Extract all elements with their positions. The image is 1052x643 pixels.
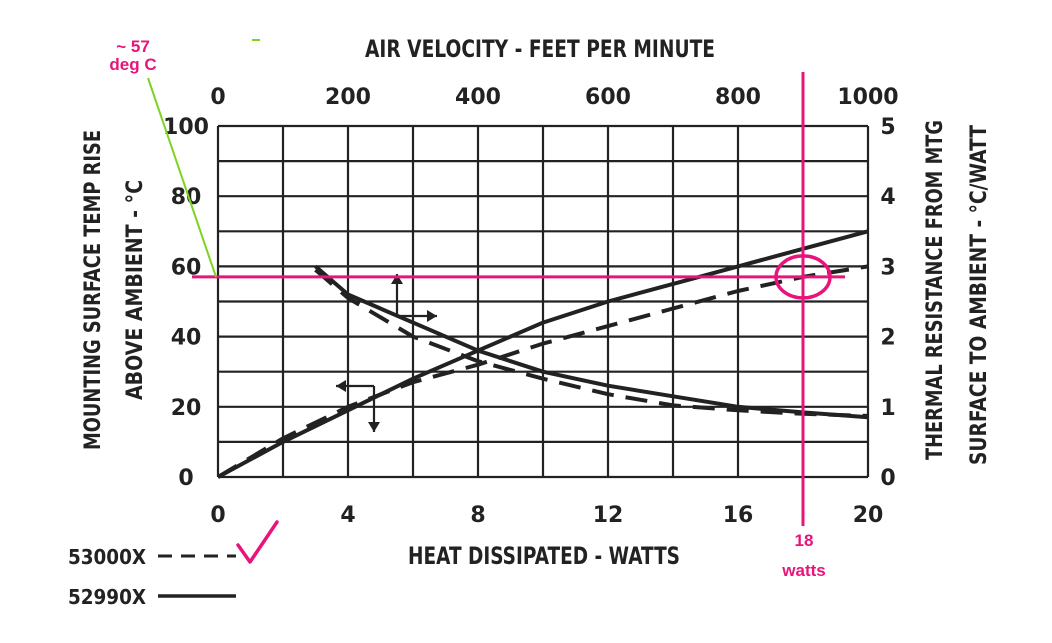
right-tick-label: 3 — [880, 255, 895, 280]
left-tick-label: 40 — [171, 326, 202, 351]
top-axis-label: AIR VELOCITY - FEET PER MINUTE — [365, 35, 715, 63]
bottom-axis-label: HEAT DISSIPATED - WATTS — [408, 542, 680, 570]
arrow-set-upper — [391, 274, 437, 322]
bottom-tick-label: 12 — [593, 503, 624, 528]
right-tick-label: 2 — [880, 326, 895, 351]
top-tick-label: 400 — [455, 85, 501, 110]
bottom-tick-label: 0 — [210, 503, 225, 528]
series-line-52990x-resistance — [314, 264, 869, 420]
bottom-tick-label: 4 — [340, 503, 355, 528]
legend: 53000X 52990X — [68, 545, 236, 609]
checkmark-icon — [236, 520, 279, 564]
legend-label-53000x: 53000X — [68, 545, 147, 569]
right-tick-label: 5 — [880, 115, 895, 140]
bottom-tick-label: 8 — [470, 503, 485, 528]
top-tick-label: 600 — [585, 85, 631, 110]
temp-annotation-line2: deg C — [109, 55, 156, 74]
right-axis-label-line1: THERMAL RESISTANCE FROM MTG — [923, 120, 948, 460]
series-line-53000x-resistance — [314, 268, 869, 418]
top-tick-label: 800 — [715, 85, 761, 110]
right-tick-label: 4 — [880, 185, 895, 210]
watts-annotation-line1: 18 — [795, 531, 814, 550]
intersection-circle — [774, 254, 832, 300]
curves — [216, 229, 869, 479]
top-tick-label: 1000 — [837, 85, 898, 110]
series-line-53000x-temp-rise — [216, 264, 869, 479]
right-tick-label: 0 — [880, 466, 895, 491]
left-tick-label: 0 — [178, 466, 193, 491]
direction-arrows — [336, 274, 437, 432]
series-line-52990x-temp-rise — [217, 229, 869, 479]
legend-label-52990x: 52990X — [68, 585, 147, 609]
temp-pointer-line — [147, 77, 217, 278]
bottom-tick-label: 20 — [853, 503, 884, 528]
top-tick-label: 0 — [210, 85, 225, 110]
left-axis-label-line1: MOUNTING SURFACE TEMP RISE — [81, 130, 106, 450]
right-axis-label-line2: SURFACE TO AMBIENT - °C/WATT — [967, 125, 992, 465]
tick-labels: 0 4 8 12 16 200 200 400 600 800 100002040608010001… — [163, 85, 899, 528]
temp-annotation-line1: ~ 57 — [116, 37, 150, 56]
watts-annotation-line2: watts — [781, 561, 825, 580]
annotations: ~ 57 deg C 18 watts — [109, 37, 845, 580]
left-axis-label-line2: ABOVE AMBIENT - °C — [123, 180, 148, 400]
arrow-set-lower — [336, 380, 380, 432]
left-tick-label: 20 — [171, 396, 202, 421]
bottom-tick-label: 16 — [723, 503, 754, 528]
left-tick-label: 100 — [163, 115, 209, 140]
top-tick-label: 200 — [325, 85, 371, 110]
right-tick-label: 1 — [880, 396, 895, 421]
